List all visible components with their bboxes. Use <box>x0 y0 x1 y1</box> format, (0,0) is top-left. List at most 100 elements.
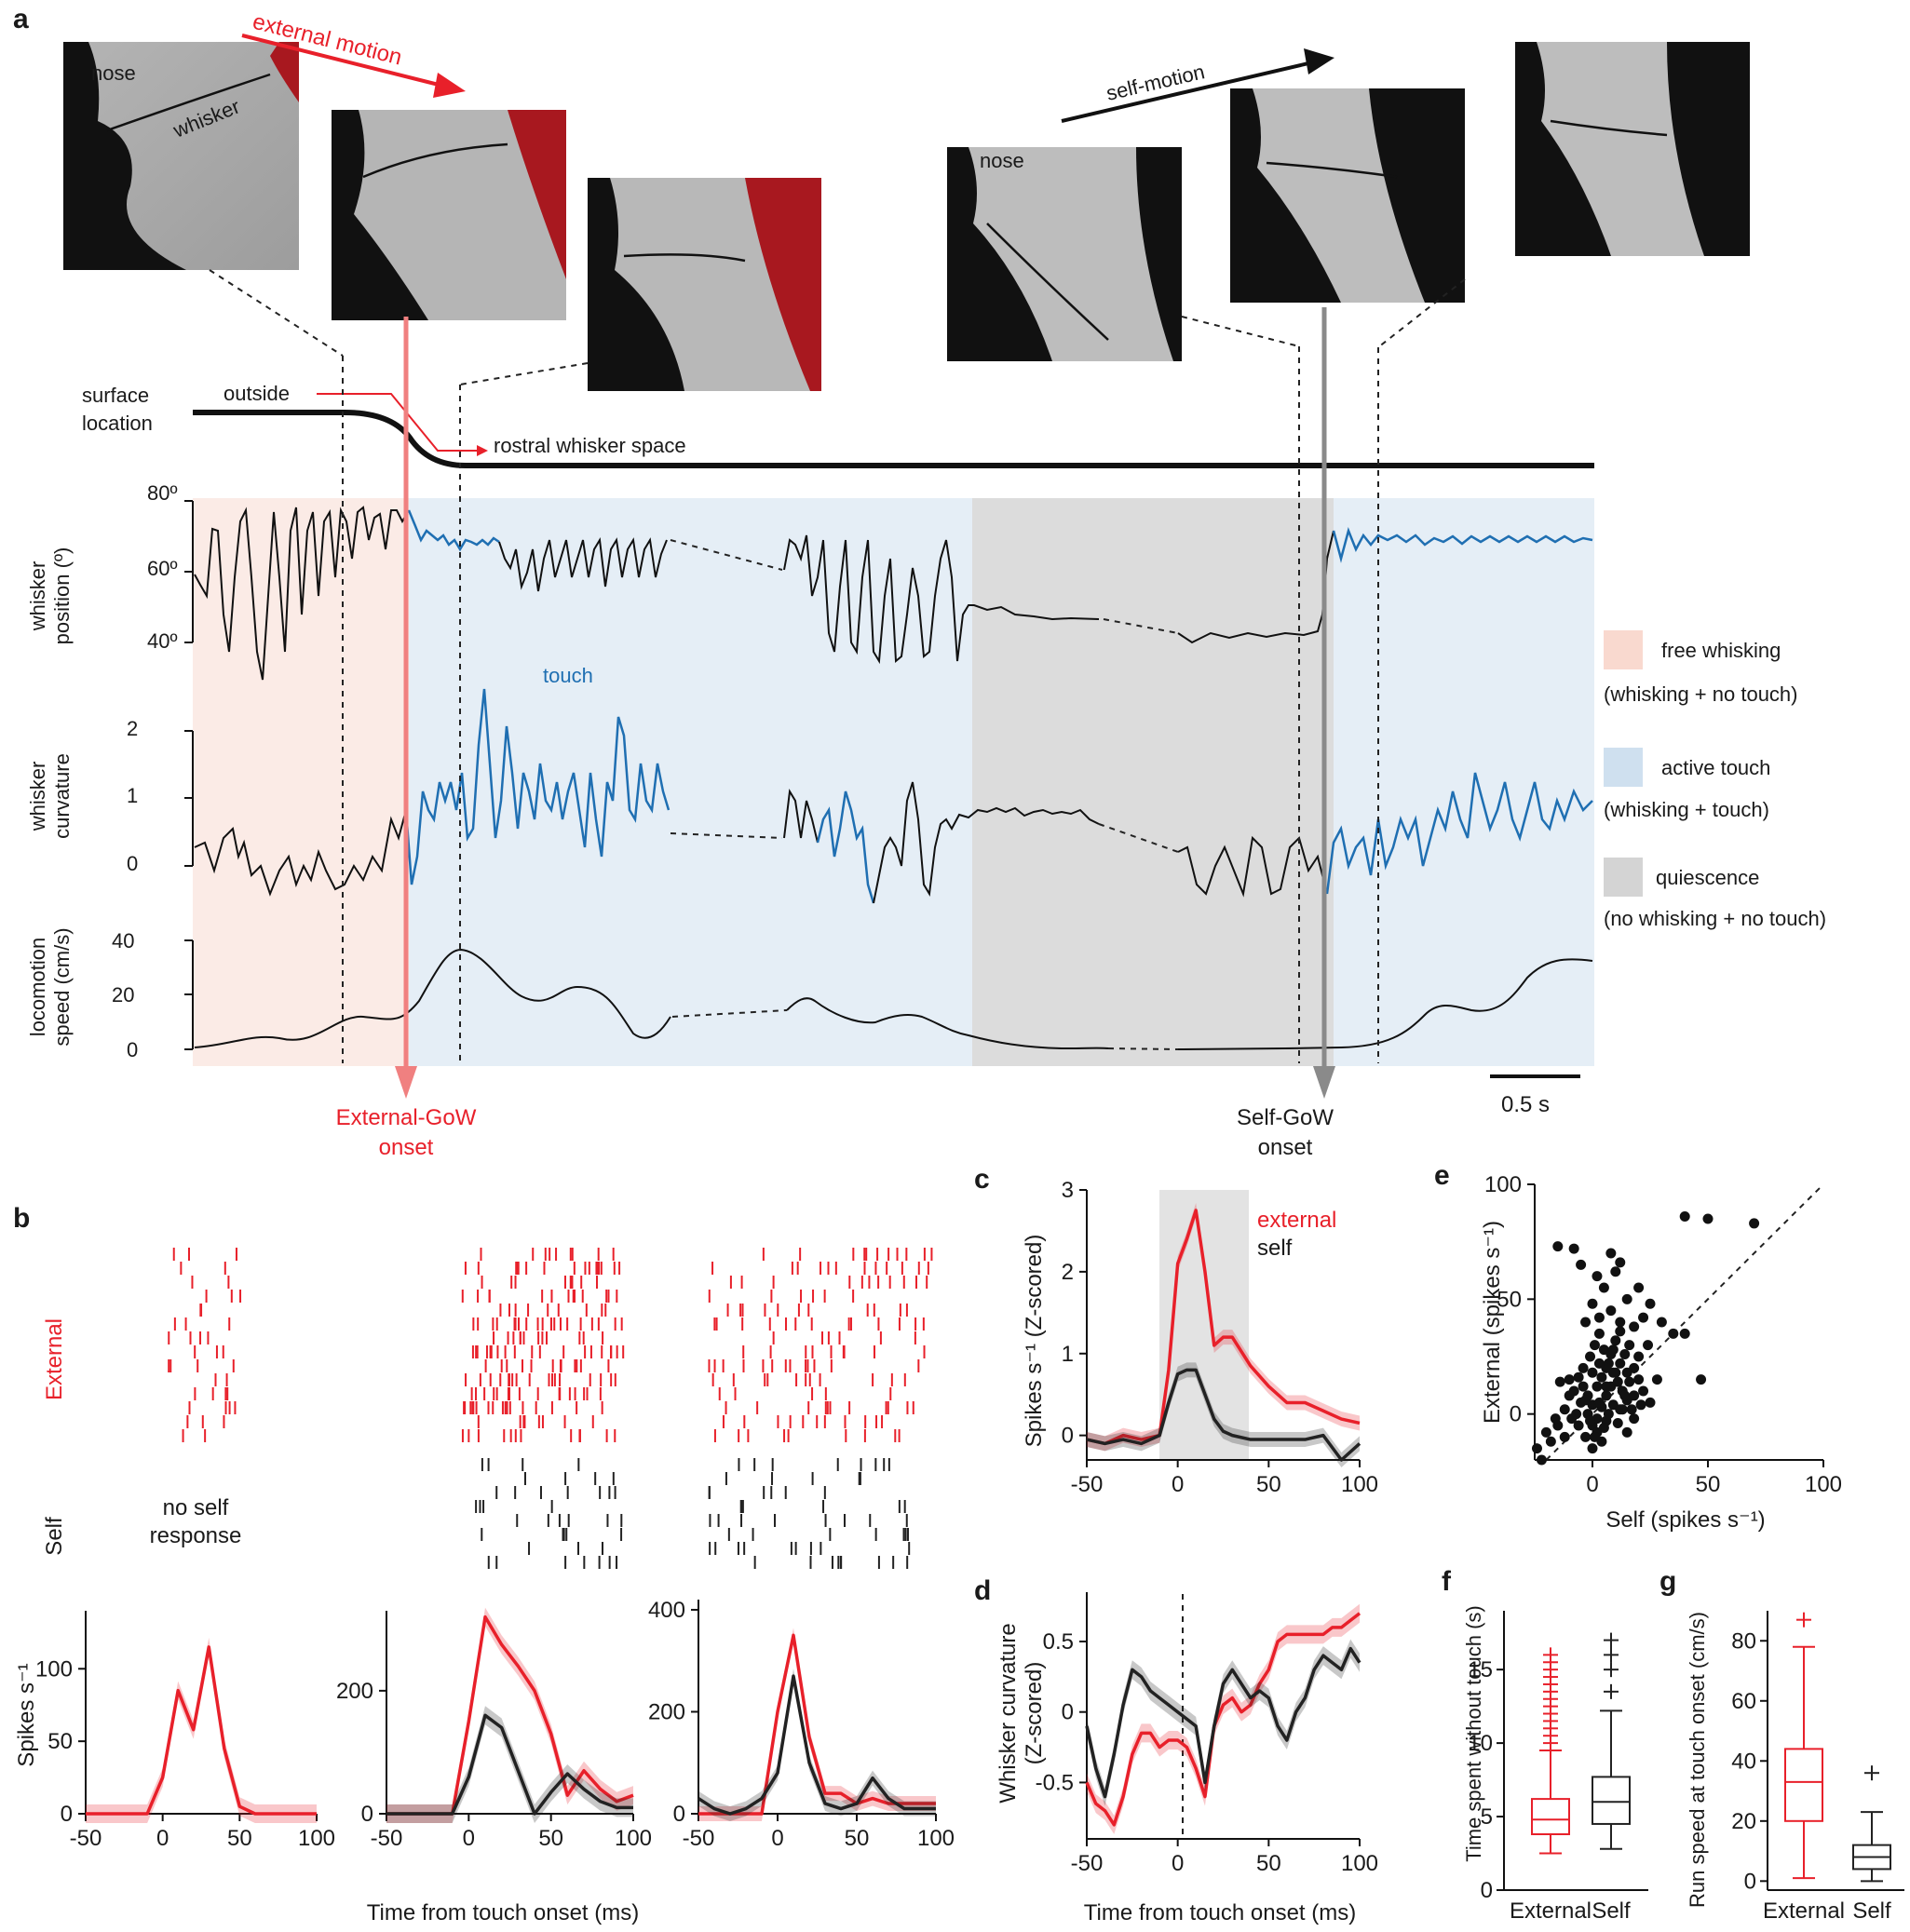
raster-label-self: Self <box>42 1517 67 1556</box>
panel-e-plot: 0 50 100 0 50 100 <box>1484 1172 1842 1497</box>
legend-swatch-active-touch <box>1604 748 1643 787</box>
scatter-point <box>1578 1362 1589 1373</box>
legend-quiescence-desc: (no whisking + no touch) <box>1604 907 1826 930</box>
panel-d-ylabel-2: (Z-scored) <box>1022 1662 1047 1765</box>
photo-frame-3 <box>588 178 821 391</box>
curvature-ylabel-1: whisker <box>26 762 49 832</box>
y-tick-label: 0.5 <box>1043 1629 1074 1655</box>
x-tick-label: -50 <box>1071 1851 1104 1876</box>
scatter-point <box>1566 1413 1578 1425</box>
scatter-point <box>1554 1376 1565 1387</box>
scatter-point <box>1612 1418 1623 1429</box>
series-band-self <box>1087 1362 1360 1467</box>
scatter-point <box>1621 1426 1632 1438</box>
x-tick-label: 0 <box>771 1826 783 1851</box>
y-tick-label: 3 <box>1062 1178 1074 1203</box>
series-line-self <box>386 1713 633 1816</box>
scatter-point <box>1668 1328 1679 1339</box>
unity-line <box>1545 1183 1824 1461</box>
pos-tick-80: 80º <box>147 481 178 505</box>
scatter-point <box>1612 1376 1623 1387</box>
scatter-point <box>1615 1358 1626 1369</box>
iqr-box <box>1784 1748 1823 1822</box>
scatter-point <box>1576 1259 1587 1270</box>
scatter-point <box>1615 1317 1626 1328</box>
rostral-label: rostral whisker space <box>494 434 686 457</box>
scatter-point <box>1559 1404 1570 1415</box>
scatter-point <box>1629 1321 1640 1332</box>
x-tick-label: 50 <box>1696 1472 1721 1497</box>
y-tick-label: 80 <box>1731 1628 1756 1654</box>
x-tick-label: 100 <box>1341 1472 1378 1497</box>
y-tick-label: 50 <box>1497 1287 1522 1312</box>
panel-c-ylabel: Spikes s⁻¹ (Z-scored) <box>1022 1235 1047 1448</box>
series-line-external <box>1085 1612 1361 1827</box>
y-tick-label: 15 <box>1468 1657 1493 1682</box>
panel-c-legend-self: self <box>1257 1236 1293 1261</box>
y-tick-label: 60 <box>1731 1689 1756 1714</box>
scatter-point <box>1564 1374 1575 1385</box>
scatter-point <box>1593 1397 1605 1408</box>
behavior-legend: free whisking (whisking + no touch) acti… <box>1604 630 1826 930</box>
scatter-point <box>1645 1298 1656 1309</box>
panel-d-ylabel-1: Whisker curvature <box>996 1623 1021 1803</box>
box-external <box>1784 1612 1823 1880</box>
scatter-point <box>1633 1282 1645 1293</box>
y-tick-label: 2 <box>1062 1260 1074 1285</box>
panel-label-e: e <box>1434 1160 1450 1191</box>
scatter-point <box>1593 1328 1605 1339</box>
panel-label-a: a <box>13 4 29 34</box>
y-tick-label: 40 <box>1731 1749 1756 1774</box>
photo-frame-6 <box>1515 42 1750 256</box>
raster-self-neuron-3 <box>708 1458 911 1569</box>
panel-g-plot: 0 20 40 60 80 External Self <box>1731 1611 1904 1924</box>
scatter-point <box>1596 1371 1607 1383</box>
x-tick-label: -50 <box>371 1826 403 1851</box>
scatter-point <box>1679 1211 1690 1223</box>
active-touch-shading-1 <box>409 498 972 1066</box>
x-tick-label: 100 <box>1341 1851 1378 1876</box>
series-band-external <box>386 1607 633 1823</box>
scatter-point <box>1540 1426 1551 1438</box>
x-tick-label: 50 <box>1256 1472 1281 1497</box>
y-tick-label: 200 <box>336 1679 373 1704</box>
panel-f-ylabel: Time spent without touch (s) <box>1462 1605 1485 1862</box>
scatter-point <box>1635 1399 1646 1411</box>
whisker-position-ylabel-2: position (º) <box>50 547 74 645</box>
self-onset-line2: onset <box>1258 1135 1313 1160</box>
scatter-point <box>1573 1420 1584 1431</box>
panel-label-c: c <box>974 1164 990 1195</box>
curv-tick-1: 1 <box>127 784 138 807</box>
quiescence-shading <box>972 498 1334 1066</box>
y-tick-label: 20 <box>1731 1809 1756 1834</box>
y-tick-label: 0 <box>1481 1878 1493 1903</box>
box-self <box>1592 1632 1631 1850</box>
scatter-point <box>1633 1374 1645 1385</box>
scatter-point <box>1589 1340 1600 1351</box>
series-line-self <box>698 1674 936 1816</box>
y-tick-label: 5 <box>1481 1804 1493 1830</box>
series-band-self <box>1087 1639 1360 1806</box>
scatter-point <box>1626 1404 1637 1415</box>
scatter-point <box>1580 1431 1592 1442</box>
scatter-point <box>1643 1340 1654 1351</box>
scatter-point <box>1585 1415 1596 1426</box>
scatter-point <box>1696 1374 1707 1385</box>
scatter-point <box>1578 1381 1589 1392</box>
curvature-touch-1 <box>404 688 671 885</box>
panel-d-xlabel: Time from touch onset (ms) <box>1084 1900 1357 1925</box>
scatter-point <box>1545 1436 1556 1447</box>
x-tick-label: 100 <box>298 1826 335 1851</box>
scatter-point <box>1573 1371 1584 1383</box>
panel-e-ylabel: External (spikes s⁻¹) <box>1480 1221 1505 1424</box>
surface-label-1: surface <box>82 384 149 407</box>
series-line-self <box>1086 1368 1361 1462</box>
whisker-position-plot: whisker position (º) 80º 60º 40º <box>26 481 1593 681</box>
x-tick-label: 100 <box>615 1826 652 1851</box>
scatter-point <box>1550 1413 1561 1425</box>
scatter-point <box>1702 1213 1714 1224</box>
raster-label-external: External <box>42 1318 67 1400</box>
scatter-point <box>1564 1390 1575 1401</box>
scatter-point <box>1601 1381 1612 1392</box>
whisker-position-trace-3 <box>783 534 1100 665</box>
